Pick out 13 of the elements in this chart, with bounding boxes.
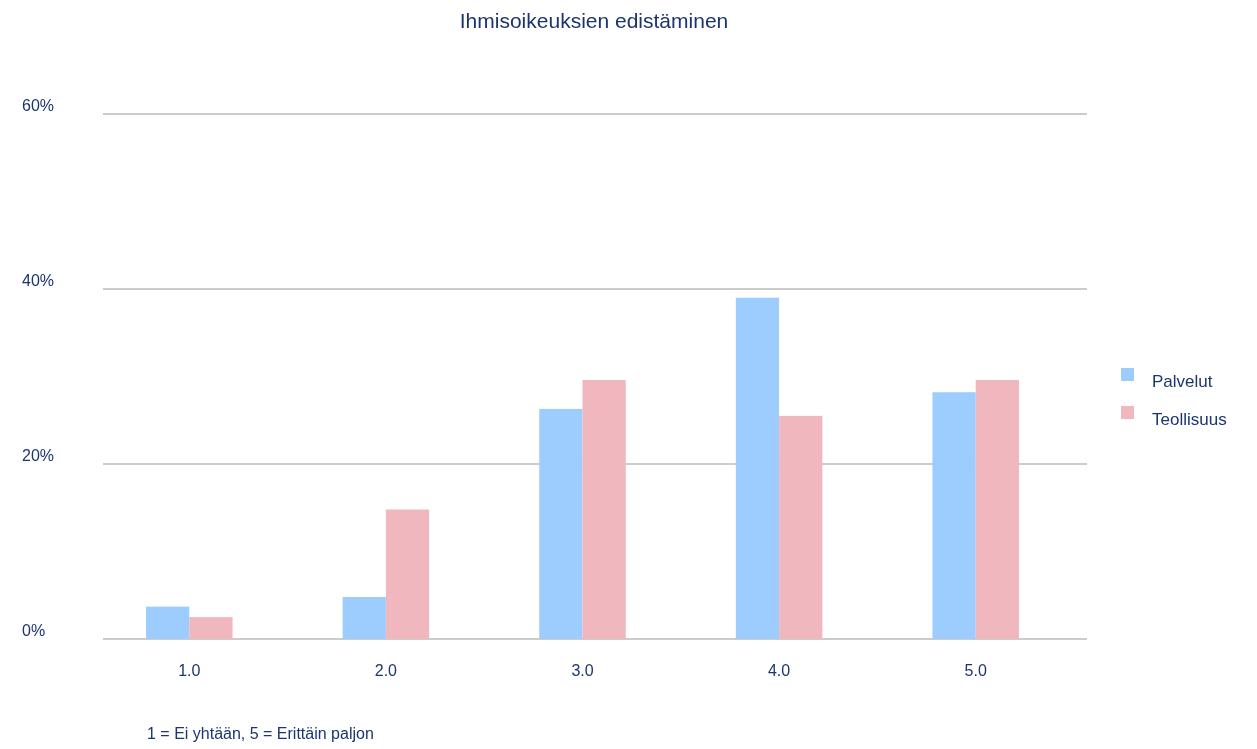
x-tick-label: 2.0 [374,662,398,679]
y-tick-label: 0% [22,621,46,639]
y-tick-label: 60% [22,96,55,114]
legend-label: Palvelut [1152,371,1213,391]
x-tick-label: 1.0 [178,662,201,679]
chart-title: Ihmisoikeuksien edistäminen [459,9,729,32]
y-tick-label: 40% [22,271,55,289]
x-tick-label: 3.0 [571,662,594,679]
y-tick-label: 20% [22,446,55,464]
legend-label: Teollisuus [1152,409,1227,429]
x-axis-title: 1 = Ei yhtään, 5 = Erittäin paljon [147,725,374,742]
x-tick-label: 5.0 [964,662,987,679]
x-tick-label: 4.0 [767,662,791,679]
